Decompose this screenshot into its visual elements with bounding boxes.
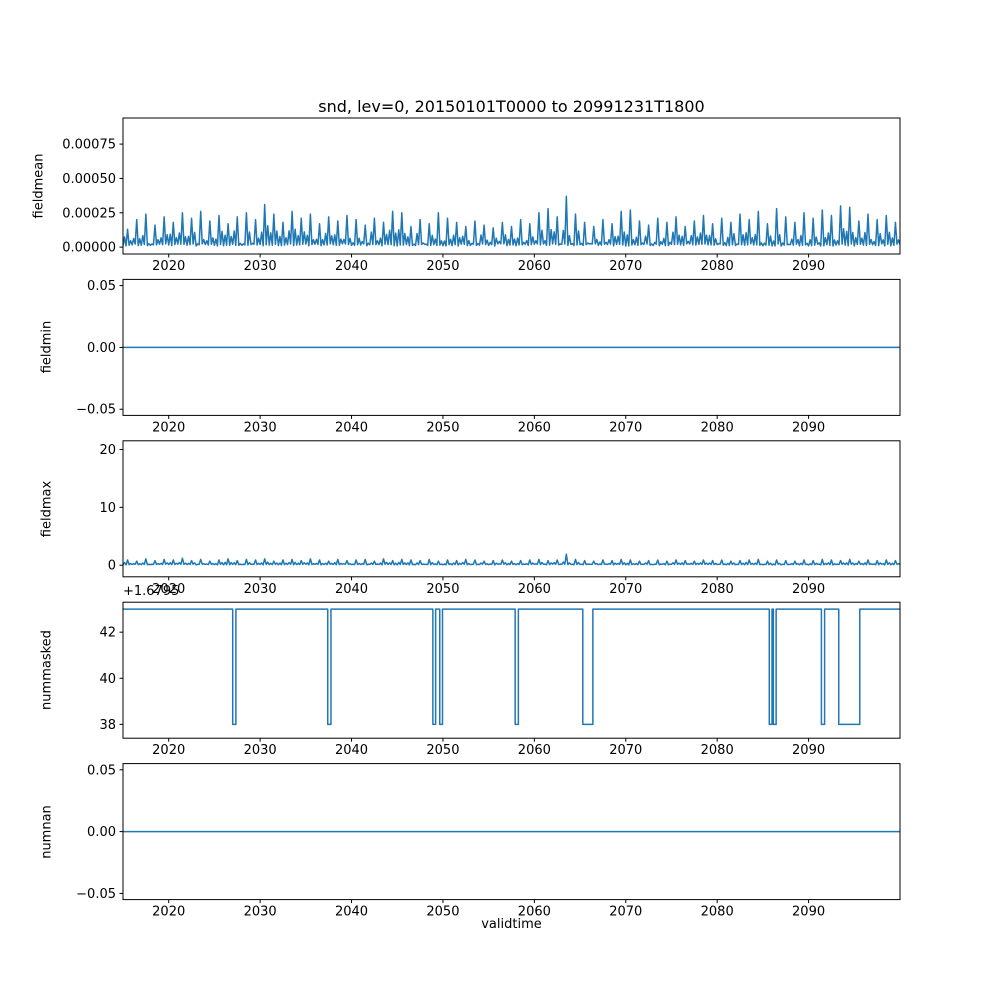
- x-tick-label: 2070: [609, 582, 642, 597]
- axes-frame-fieldmin: [122, 278, 901, 416]
- x-tick-label: 2060: [518, 582, 551, 597]
- x-tick-label: 2060: [518, 420, 551, 435]
- x-tick-label: 2090: [792, 743, 825, 758]
- x-tick-label: 2040: [335, 743, 368, 758]
- x-tick-label: 2040: [335, 420, 368, 435]
- y-tick-label: 38: [99, 718, 116, 733]
- x-tick-label: 2030: [244, 743, 277, 758]
- y-tick-label: −0.05: [76, 887, 116, 902]
- x-tick-label: 2030: [244, 905, 277, 920]
- y-tick-label: 0.00: [87, 341, 116, 356]
- x-tick-label: 2090: [792, 259, 825, 274]
- axes-frame-fieldmean: [122, 117, 901, 255]
- x-tick-label: 2040: [335, 582, 368, 597]
- chart-title: snd, lev=0, 20150101T0000 to 20991231T18…: [318, 97, 705, 116]
- xlabel: validtime: [481, 917, 542, 932]
- series-fieldmax: [123, 553, 900, 566]
- x-tick-label: 2080: [701, 582, 734, 597]
- x-tick-label: 2020: [152, 259, 185, 274]
- y-tick-label: 40: [99, 672, 116, 687]
- ylabel-fieldmean: fieldmean: [31, 153, 47, 219]
- y-tick-label: −0.05: [76, 403, 116, 418]
- x-tick-label: 2080: [701, 905, 734, 920]
- y-axis-offset-text: +1.6795: [123, 584, 180, 599]
- x-tick-label: 2080: [701, 259, 734, 274]
- x-tick-label: 2060: [518, 743, 551, 758]
- x-tick-label: 2050: [426, 582, 459, 597]
- x-tick-label: 2090: [792, 582, 825, 597]
- x-tick-label: 2050: [426, 259, 459, 274]
- y-tick-label: 0.00025: [62, 206, 116, 221]
- ylabel-fieldmin: fieldmin: [39, 320, 55, 374]
- x-tick-label: 2030: [244, 259, 277, 274]
- x-tick-label: 2040: [335, 905, 368, 920]
- x-tick-label: 2050: [426, 905, 459, 920]
- x-tick-label: 2070: [609, 420, 642, 435]
- y-tick-label: 42: [99, 626, 116, 641]
- x-tick-label: 2070: [609, 743, 642, 758]
- x-tick-label: 2020: [152, 905, 185, 920]
- x-tick-label: 2030: [244, 420, 277, 435]
- x-tick-label: 2090: [792, 420, 825, 435]
- y-tick-label: 0.00050: [62, 172, 116, 187]
- y-tick-label: 10: [99, 501, 116, 516]
- series-fieldmean: [123, 195, 900, 247]
- x-tick-label: 2030: [244, 582, 277, 597]
- x-tick-label: 2080: [701, 743, 734, 758]
- x-tick-label: 2060: [518, 905, 551, 920]
- x-tick-label: 2070: [609, 905, 642, 920]
- y-tick-label: 0.00000: [62, 241, 116, 256]
- ylabel-numnan: numnan: [39, 805, 55, 859]
- y-tick-label: 0.05: [87, 279, 116, 294]
- ylabel-nummasked: nummasked: [39, 630, 55, 710]
- x-tick-label: 2070: [609, 259, 642, 274]
- series-nummasked: [123, 608, 900, 726]
- axes-frame-fieldmax: [122, 440, 901, 578]
- x-tick-label: 2050: [426, 420, 459, 435]
- x-tick-label: 2090: [792, 905, 825, 920]
- axes-frame-nummasked: [122, 601, 901, 739]
- axes-frame-numnan: [122, 763, 901, 901]
- y-tick-label: 20: [99, 443, 116, 458]
- x-tick-label: 2080: [701, 420, 734, 435]
- y-tick-label: 0.00075: [62, 138, 116, 153]
- x-tick-label: 2020: [152, 420, 185, 435]
- x-tick-label: 2020: [152, 743, 185, 758]
- x-tick-label: 2020: [152, 582, 185, 597]
- ylabel-fieldmax: fieldmax: [39, 480, 55, 538]
- x-tick-label: 2060: [518, 259, 551, 274]
- y-tick-label: 0: [108, 559, 116, 574]
- x-tick-label: 2040: [335, 259, 368, 274]
- y-tick-label: 0.00: [87, 825, 116, 840]
- y-tick-label: 0.05: [87, 763, 116, 778]
- x-tick-label: 2050: [426, 743, 459, 758]
